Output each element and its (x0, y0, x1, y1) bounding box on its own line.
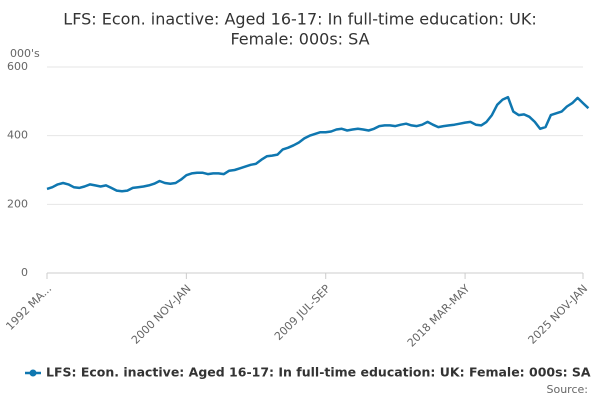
x-tick-label: 2025 NOV-JAN (526, 282, 591, 347)
source: Source: (547, 383, 589, 396)
y-tick-label: 200 (7, 197, 28, 210)
legend-marker (29, 369, 37, 377)
chart-title: LFS: Econ. inactive: Aged 16-17: In full… (63, 10, 536, 29)
y-tick-label: 600 (7, 60, 28, 73)
series-line (46, 95, 590, 193)
x-tick-label: 2000 NOV-JAN (129, 282, 194, 347)
chart-title: Female: 000s: SA (230, 30, 369, 49)
y-tick-label: 400 (7, 129, 28, 142)
x-tick-label: 2009 JUL-SEP (272, 282, 333, 343)
y-tick-label: 0 (21, 266, 28, 279)
x-tick-label: 1992 MA... (3, 282, 54, 333)
x-tick-label: 2018 MAR-MAY (405, 282, 473, 350)
y-unit: 000's (10, 47, 40, 60)
legend-label: LFS: Econ. inactive: Aged 16-17: In full… (46, 365, 591, 380)
